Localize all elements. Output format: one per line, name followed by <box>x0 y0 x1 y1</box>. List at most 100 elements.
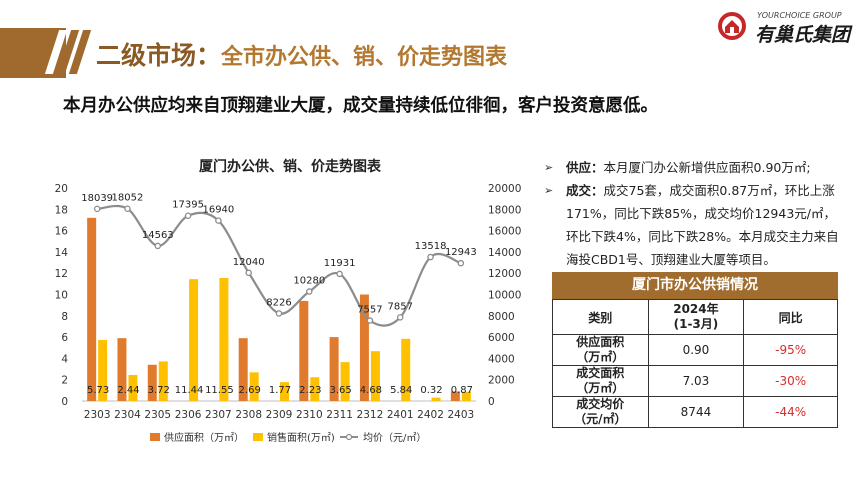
table-title: 厦门市办公供销情况 <box>552 272 838 299</box>
data-label-price: 7557 <box>357 305 382 316</box>
legend-label-supply: 供应面积（万㎡） <box>164 431 244 444</box>
x-tick-label: 2303 <box>84 409 111 421</box>
table-cell-value: 7.03 <box>647 365 745 397</box>
y-left-tick-label: 18 <box>55 204 68 216</box>
data-label-price: 14563 <box>142 230 174 241</box>
data-label-price: 18052 <box>112 193 144 204</box>
bar-sales <box>370 351 380 401</box>
y-left-tick-label: 8 <box>61 311 68 323</box>
chart: 0 2 4 6 8 10 12 14 16 18 20 0 2000 4000 6000 8000 10000 1… <box>55 183 522 444</box>
notes-panel: ➢ 供应：本月厦门办公新增供应面积0.90万㎡; ➢ 成交：成交75套，成交面积… <box>540 156 840 271</box>
legend-swatch-supply <box>150 433 160 441</box>
table-cell-yoy: -44% <box>743 396 838 428</box>
data-label-sales: 5.73 <box>87 385 109 396</box>
x-tick-label: 2308 <box>235 409 262 421</box>
data-label-sales: 2.44 <box>117 385 139 396</box>
point-price <box>245 269 252 277</box>
data-label-price: 18039 <box>81 193 113 204</box>
x-tick-label: 2306 <box>175 409 202 421</box>
bar-sales <box>461 391 471 401</box>
y-right-tick-label: 2000 <box>488 375 515 387</box>
y-left-tick-label: 14 <box>55 247 69 259</box>
headline: 本月办公供应均来自顶翔建业大厦，成交量持续低位徘徊，客户投资意愿低。 <box>63 96 658 116</box>
table-header-cell: 类别 <box>552 299 649 335</box>
bar-sales <box>98 339 108 401</box>
data-label-sales: 2.69 <box>239 385 261 396</box>
bar-sales <box>128 375 138 401</box>
bar-sales <box>431 397 441 401</box>
table-header-cell: 2024年 (1-3月) <box>647 299 745 335</box>
point-price <box>215 217 222 224</box>
bar-sales <box>401 338 411 401</box>
data-label-sales: 5.84 <box>390 385 412 396</box>
legend-label-sales: 销售面积(万㎡) <box>267 431 335 444</box>
y-left-tick-label: 20 <box>55 183 68 195</box>
data-label-sales: 2.23 <box>299 385 321 396</box>
data-label-price: 12943 <box>445 247 477 258</box>
bar-sales <box>310 377 320 401</box>
data-label-sales: 3.65 <box>329 385 351 396</box>
data-label-price: 8226 <box>266 297 291 308</box>
point-price <box>457 259 465 267</box>
x-tick-label: 2402 <box>417 409 444 421</box>
point-price <box>396 314 404 321</box>
bar-supply <box>238 338 248 401</box>
y-left-tick-label: 6 <box>61 332 68 344</box>
x-tick-label: 2309 <box>266 409 293 421</box>
bar-supply <box>147 364 157 401</box>
table-cell-yoy: -95% <box>743 334 838 366</box>
arrow-icon: ➢ <box>544 161 554 174</box>
data-label-sales: 11.44 <box>175 385 204 396</box>
point-price <box>184 212 192 219</box>
data-label-price: 12040 <box>233 257 265 268</box>
note-deal: ➢ 成交：成交75套，成交面积0.87万㎡，环比上涨171%，同比下跌85%，成… <box>540 179 840 271</box>
table-row: 成交均价 （元/㎡） 8744 -44% <box>552 396 838 428</box>
point-price <box>336 270 343 278</box>
y-left-tick-label: 10 <box>55 290 68 302</box>
table-header-row: 类别 2024年 (1-3月) 同比 <box>552 299 838 335</box>
bar-supply <box>329 337 339 401</box>
y-right-tick-label: 8000 <box>488 311 515 323</box>
point-price <box>306 288 313 295</box>
chart-title: 厦门办公供、销、价走势图表 <box>199 159 381 175</box>
data-label-sales: 0.32 <box>420 385 442 396</box>
logo-english: YOURCHOICE GROUP <box>757 11 842 20</box>
point-price <box>124 205 131 212</box>
page-title: 二级市场：全市办公供、销、价走势图表 <box>96 36 507 72</box>
table-cell-category: 供应面积 （万㎡） <box>552 334 649 366</box>
x-tick-label: 2311 <box>326 409 353 421</box>
x-tick-label: 2403 <box>447 409 474 421</box>
x-tick-label: 2307 <box>205 409 232 421</box>
table-header-cell: 同比 <box>743 299 838 335</box>
y-left-tick-label: 12 <box>55 268 68 280</box>
note-text: 成交75套，成交面积0.87万㎡，环比上涨171%，同比下跌85%，成交均价12… <box>566 183 839 267</box>
note-label: 成交： <box>566 183 604 198</box>
y-left-tick-label: 0 <box>61 396 68 408</box>
data-label-sales: 1.77 <box>269 385 291 396</box>
y-right-tick-label: 18000 <box>488 204 521 216</box>
data-label-price: 16940 <box>202 205 234 216</box>
page-title-main: 二级市场： <box>96 41 222 70</box>
legend-marker-price <box>345 433 353 441</box>
bar-supply <box>117 338 127 401</box>
note-text: 本月厦门办公新增供应面积0.90万㎡; <box>603 160 811 175</box>
company-logo-icon <box>718 12 746 40</box>
data-label-sales: 4.68 <box>360 385 382 396</box>
y-right-tick-label: 12000 <box>488 268 521 280</box>
data-label-price: 17395 <box>172 200 204 211</box>
bar-sales <box>189 279 199 401</box>
y-left-tick-label: 2 <box>61 375 68 387</box>
point-price <box>93 205 101 213</box>
point-price <box>154 242 162 250</box>
note-supply: ➢ 供应：本月厦门办公新增供应面积0.90万㎡; <box>540 156 840 179</box>
y-right-tick-label: 6000 <box>488 332 515 344</box>
y-right-tick-label: 20000 <box>488 183 521 195</box>
x-tick-label: 2401 <box>387 409 414 421</box>
arrow-icon: ➢ <box>544 184 554 197</box>
bar-sales <box>219 277 229 401</box>
data-label-price: 10280 <box>293 276 325 287</box>
y-right-tick-label: 0 <box>488 396 495 408</box>
note-label: 供应： <box>566 160 604 175</box>
data-label-price: 11931 <box>324 258 356 269</box>
table-cell-value: 8744 <box>647 396 745 428</box>
